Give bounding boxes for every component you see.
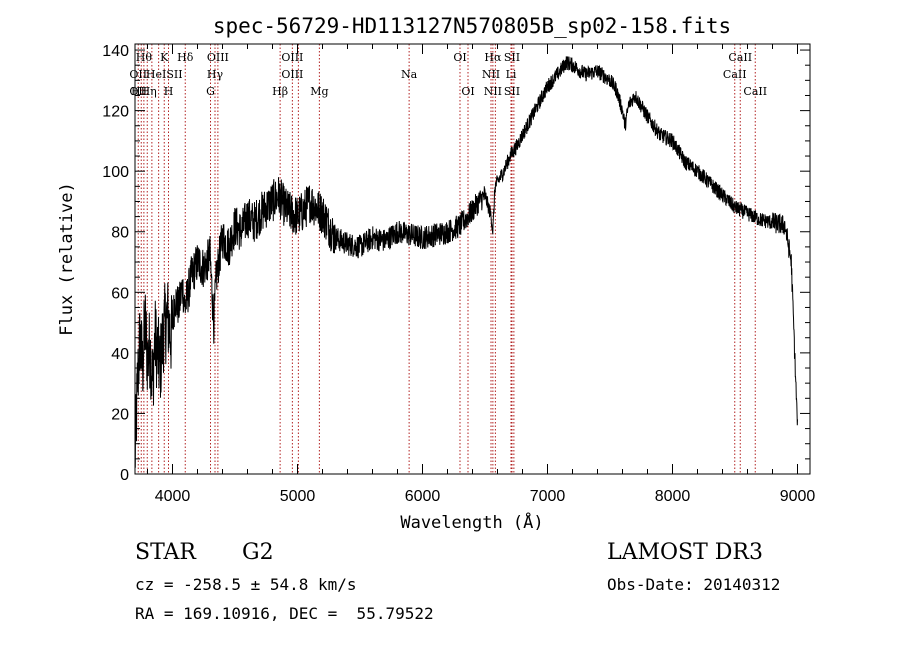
ra-dec-coordinates: RA = 169.10916, DEC = 55.79522 [135,604,434,623]
line-label: H [164,85,174,98]
redshift-velocity: cz = -258.5 ± 54.8 km/s [135,575,357,594]
line-label: OII [129,85,147,98]
object-subclass: G2 [242,540,274,565]
line-label: NII [482,68,500,81]
line-label: NII [484,85,502,98]
line-label: Hβ [272,85,288,98]
line-label: HeISII [146,68,183,81]
emission-line-markers [137,44,756,474]
line-label: SII [504,51,520,64]
x-axis-label: Wavelength (Å) [400,511,543,533]
y-tick-label: 0 [120,467,129,484]
y-tick-label: 80 [111,225,129,242]
line-label: Hδ [177,51,194,64]
y-tick-label: 100 [102,164,129,181]
x-tick-label: 4000 [155,488,191,505]
line-label: OI [461,85,474,98]
y-tick-label: 60 [111,285,129,302]
line-label: Hθ [136,51,153,64]
object-class: STAR [135,540,196,565]
plot-frame [134,43,811,475]
line-label: CaII [743,85,767,98]
y-tick-label: 20 [111,406,129,423]
x-tick-label: 5000 [280,488,316,505]
line-label: Na [401,68,418,81]
line-label: OIII [207,51,229,64]
line-label: HHη [131,85,157,98]
x-tick-label: 8000 [655,488,691,505]
x-axis: 4000 5000 6000 7000 8000 9000 [147,44,816,505]
line-label: Mg [310,85,328,98]
line-label: OIII [281,68,303,81]
chart-title: spec-56729-HD113127N570805B_sp02-158.fit… [213,14,731,38]
y-tick-label: 140 [102,43,129,60]
line-label: Li [506,68,517,81]
line-label: SII [504,85,520,98]
x-tick-label: 7000 [530,488,566,505]
observation-date: Obs-Date: 20140312 [607,575,781,594]
line-label: CaII [728,51,752,64]
line-label: G [206,85,215,98]
line-label: OIII [281,51,303,64]
y-axis: 0 20 40 60 80 100 120 140 [102,43,810,484]
emission-line-labels: OII OII Hθ HHη K HeISII H Hδ G Hγ OIII Hβ OIII OIII Mg… [129,51,767,98]
line-label: OII [129,68,147,81]
spectrum-series-line [134,56,798,468]
y-axis-label: Flux (relative) [57,182,77,336]
x-tick-label: 9000 [780,488,816,505]
y-tick-label: 120 [102,104,129,121]
line-label: Hγ [207,68,224,81]
line-label: OI [453,51,466,64]
x-tick-label: 6000 [405,488,441,505]
line-label: Hα [484,51,502,64]
line-label: K [160,51,169,64]
y-tick-label: 40 [111,346,129,363]
survey-name: LAMOST DR3 [607,540,763,565]
line-label: CaII [723,68,747,81]
